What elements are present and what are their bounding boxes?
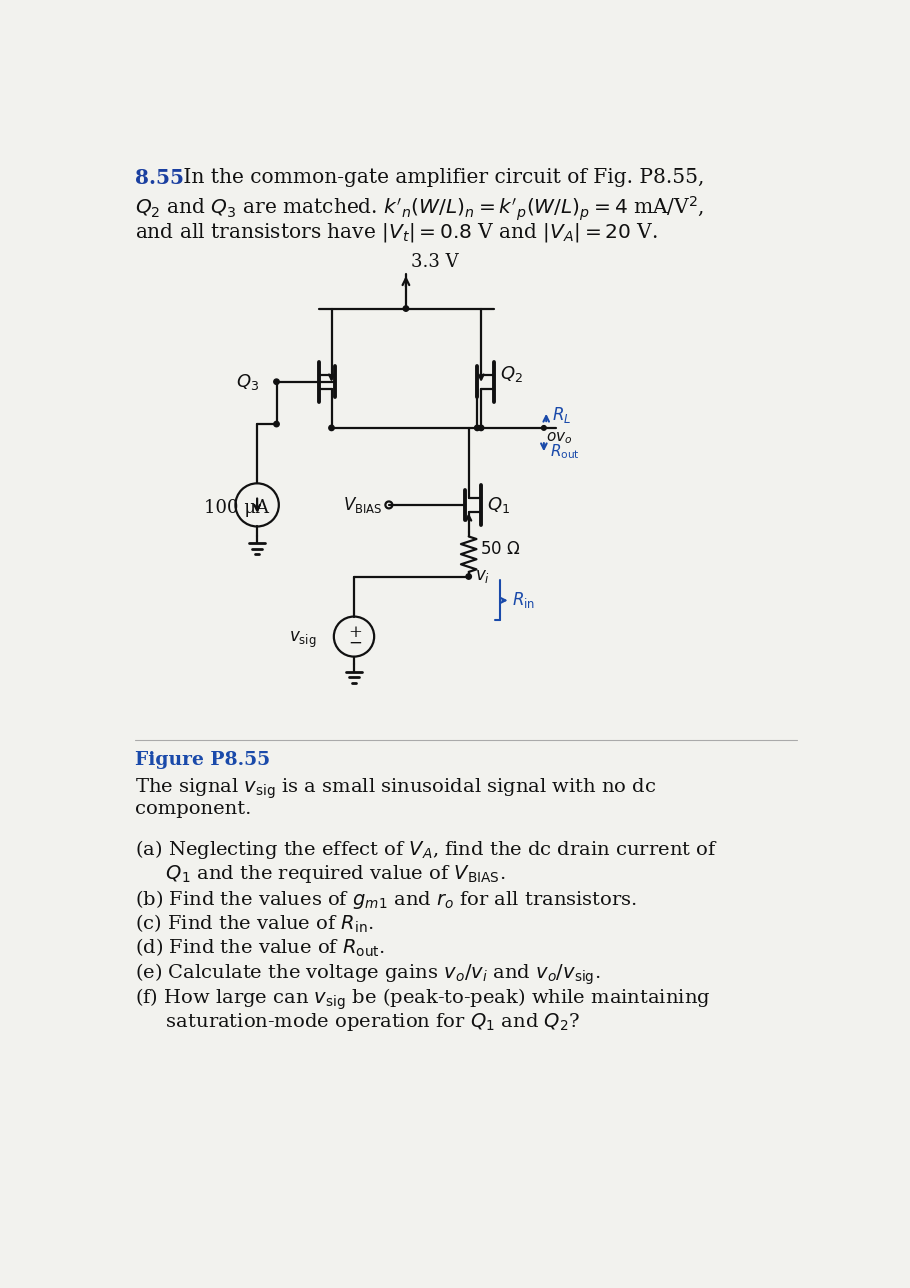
Text: (a) Neglecting the effect of $V_A$, find the dc drain current of: (a) Neglecting the effect of $V_A$, find… xyxy=(136,838,718,862)
Circle shape xyxy=(541,425,546,430)
Text: $R_L$: $R_L$ xyxy=(552,404,571,425)
Text: $ov_o$: $ov_o$ xyxy=(546,430,572,446)
Text: $R_{\mathrm{in}}$: $R_{\mathrm{in}}$ xyxy=(512,590,535,611)
Text: 100 μA: 100 μA xyxy=(205,498,269,516)
Text: $V_{\mathrm{BIAS}}$: $V_{\mathrm{BIAS}}$ xyxy=(343,495,383,515)
Text: and all transistors have $|V_t| = 0.8$ V and $|V_A| = 20$ V.: and all transistors have $|V_t| = 0.8$ V… xyxy=(136,220,658,243)
Circle shape xyxy=(274,379,279,384)
Text: 8.55: 8.55 xyxy=(136,169,185,188)
Text: (e) Calculate the voltage gains $v_o/v_i$ and $v_o/v_{\mathrm{sig}}$.: (e) Calculate the voltage gains $v_o/v_i… xyxy=(136,962,601,987)
Text: $Q_3$: $Q_3$ xyxy=(237,372,259,392)
Circle shape xyxy=(466,574,471,580)
Text: (d) Find the value of $R_{\mathrm{out}}$.: (d) Find the value of $R_{\mathrm{out}}$… xyxy=(136,936,386,960)
Text: (b) Find the values of $g_{m1}$ and $r_o$ for all transistors.: (b) Find the values of $g_{m1}$ and $r_o… xyxy=(136,887,638,911)
Circle shape xyxy=(274,421,279,426)
Text: Figure P8.55: Figure P8.55 xyxy=(136,751,270,769)
Circle shape xyxy=(329,425,334,430)
Text: +: + xyxy=(349,625,362,641)
Text: −: − xyxy=(349,635,362,652)
Text: $Q_1$: $Q_1$ xyxy=(487,495,511,515)
Text: $v_{\mathrm{sig}}$: $v_{\mathrm{sig}}$ xyxy=(289,630,317,649)
Text: $Q_2$: $Q_2$ xyxy=(500,365,522,384)
Circle shape xyxy=(474,425,480,430)
Text: saturation-mode operation for $Q_1$ and $Q_2$?: saturation-mode operation for $Q_1$ and … xyxy=(136,1011,581,1033)
Text: $Q_1$ and the required value of $V_{\mathrm{BIAS}}$.: $Q_1$ and the required value of $V_{\mat… xyxy=(136,863,506,885)
Text: $Q_2$ and $Q_3$ are matched. $k'_n(W/L)_n = k'_p(W/L)_p = 4$ mA/V$^2$,: $Q_2$ and $Q_3$ are matched. $k'_n(W/L)_… xyxy=(136,194,704,223)
Text: The signal $v_{\mathrm{sig}}$ is a small sinusoidal signal with no dc: The signal $v_{\mathrm{sig}}$ is a small… xyxy=(136,777,657,801)
Text: $v_i$: $v_i$ xyxy=(475,568,490,585)
Circle shape xyxy=(403,305,409,312)
Text: (c) Find the value of $R_{\mathrm{in}}$.: (c) Find the value of $R_{\mathrm{in}}$. xyxy=(136,912,374,935)
Text: $R_{\mathrm{out}}$: $R_{\mathrm{out}}$ xyxy=(550,443,580,461)
Text: component.: component. xyxy=(136,800,252,818)
Text: In the common-gate amplifier circuit of Fig. P8.55,: In the common-gate amplifier circuit of … xyxy=(177,169,704,188)
Text: $50\ \Omega$: $50\ \Omega$ xyxy=(480,541,521,558)
Circle shape xyxy=(479,425,484,430)
Text: 3.3 V: 3.3 V xyxy=(411,252,459,270)
Text: (f) How large can $v_{\mathrm{sig}}$ be (peak-to-peak) while maintaining: (f) How large can $v_{\mathrm{sig}}$ be … xyxy=(136,987,711,1011)
